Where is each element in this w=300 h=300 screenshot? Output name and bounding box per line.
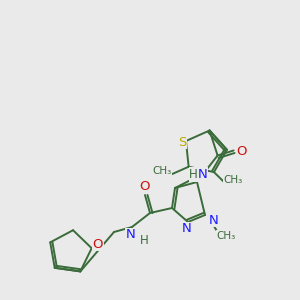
Text: CH₃: CH₃	[224, 175, 243, 185]
Text: N: N	[209, 214, 219, 226]
Text: O: O	[236, 145, 247, 158]
Text: O: O	[92, 238, 103, 251]
Text: H: H	[140, 233, 148, 247]
Text: O: O	[139, 181, 149, 194]
Text: S: S	[178, 136, 186, 148]
Text: CH₃: CH₃	[153, 166, 172, 176]
Text: N: N	[126, 229, 136, 242]
Text: N: N	[198, 168, 207, 181]
Text: H: H	[189, 168, 198, 181]
Text: CH₃: CH₃	[216, 231, 236, 241]
Text: N: N	[182, 223, 192, 236]
